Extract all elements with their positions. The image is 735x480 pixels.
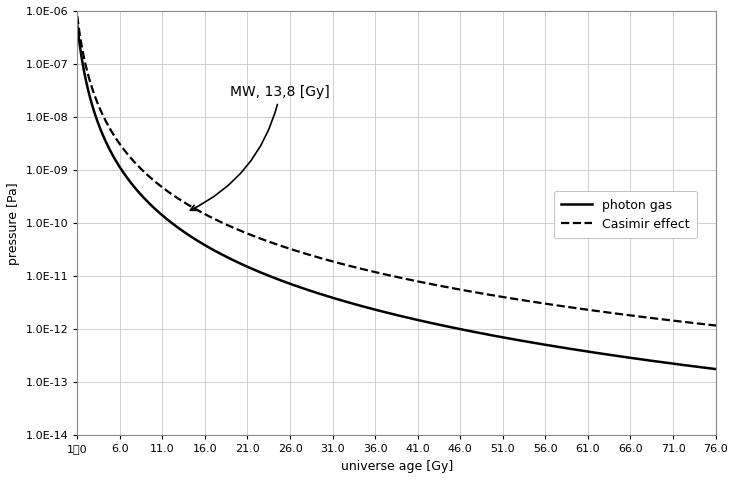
Casimir effect	[146, 175, 154, 180]
Casimir effect	[345, 263, 354, 269]
photon gas	[345, 300, 354, 306]
Casimir effect	[184, 202, 193, 208]
photon gas	[700, 365, 709, 371]
Casimir effect	[712, 323, 721, 328]
Legend: photon gas, Casimir effect: photon gas, Casimir effect	[553, 191, 698, 239]
Y-axis label: pressure [Pa]: pressure [Pa]	[7, 182, 20, 264]
Casimir effect	[700, 321, 709, 327]
photon gas	[631, 356, 639, 361]
photon gas	[73, 22, 82, 28]
Casimir effect	[631, 313, 639, 319]
Line: Casimir effect: Casimir effect	[77, 16, 717, 325]
photon gas	[712, 366, 721, 372]
photon gas	[318, 292, 327, 298]
Text: MW, 13,8 [Gy]: MW, 13,8 [Gy]	[190, 85, 330, 210]
photon gas	[146, 202, 154, 207]
Casimir effect	[73, 13, 82, 19]
X-axis label: universe age [Gy]: universe age [Gy]	[341, 460, 453, 473]
Line: photon gas: photon gas	[77, 25, 717, 369]
photon gas	[184, 232, 193, 238]
Casimir effect	[318, 256, 327, 262]
